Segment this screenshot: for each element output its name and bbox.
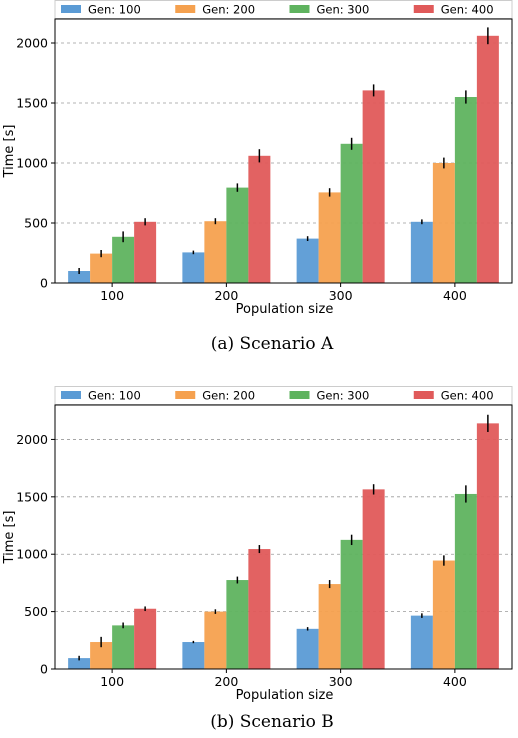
bar-gen-200-pop-200 (204, 221, 227, 283)
bar-gen-300-pop-200 (226, 580, 249, 669)
legend-label: Gen: 400 (441, 389, 494, 403)
bar-gen-300-pop-200 (226, 187, 249, 283)
y-tick-label: 500 (24, 216, 48, 231)
bar-gen-200-pop-300 (318, 192, 341, 283)
legend-label: Gen: 200 (202, 3, 255, 17)
bar-gen-200-pop-100 (90, 642, 113, 669)
bar-gen-400-pop-200 (248, 549, 271, 669)
bar-gen-100-pop-100 (68, 271, 91, 283)
panel-scenario-a: Gen: 100 Gen: 200 Gen: 300 Gen: 40005001000… (2, 0, 513, 317)
bar-gen-100-pop-200 (182, 252, 205, 283)
x-tick-label: 400 (443, 674, 467, 689)
y-tick-label: 1500 (16, 96, 48, 111)
x-axis: 100 200 300 400 (100, 669, 467, 689)
legend-label: Gen: 100 (88, 3, 141, 17)
legend-label: Gen: 300 (317, 3, 370, 17)
x-tick-label: 100 (100, 288, 124, 303)
x-tick-label: 100 (100, 674, 124, 689)
y-tick-label: 2000 (16, 36, 48, 51)
panel-scenario-b: Gen: 100 Gen: 200 Gen: 300 Gen: 40005001000… (2, 386, 513, 703)
bar-gen-400-pop-400 (476, 423, 499, 669)
bar-gen-100-pop-300 (296, 238, 319, 283)
caption-scenario-a: (a) Scenario A (211, 334, 334, 354)
y-tick-label: 1500 (16, 489, 48, 504)
bars (68, 414, 499, 669)
bar-gen-300-pop-300 (340, 143, 363, 283)
y-tick-label: 500 (24, 604, 48, 619)
x-axis-label: Population size (236, 302, 334, 317)
bar-gen-200-pop-400 (432, 560, 455, 669)
x-tick-label: 200 (214, 288, 238, 303)
x-tick-label: 200 (214, 674, 238, 689)
plot-frame (54, 18, 513, 284)
y-axis: 0 500 1000 1500 2000 (16, 36, 55, 291)
bar-gen-100-pop-400 (410, 615, 433, 669)
bar-gen-100-pop-200 (182, 642, 205, 669)
legend-label: Gen: 200 (202, 389, 255, 403)
y-axis-label: Time [s] (2, 125, 17, 179)
bar-gen-300-pop-300 (340, 539, 363, 669)
legend-swatch-gen-300 (289, 5, 310, 13)
y-tick-label: 0 (40, 276, 48, 291)
bar-gen-200-pop-200 (204, 611, 227, 669)
y-tick-label: 1000 (16, 547, 48, 562)
bar-gen-100-pop-300 (296, 628, 319, 669)
x-tick-label: 300 (329, 288, 353, 303)
bar-gen-400-pop-100 (134, 221, 157, 283)
legend-swatch-gen-100 (61, 5, 81, 13)
plot-frame (54, 404, 513, 670)
legend: Gen: 100 Gen: 200 Gen: 300 Gen: 400 (54, 386, 513, 405)
legend-swatch-gen-200 (175, 391, 196, 399)
bar-gen-400-pop-400 (476, 35, 499, 283)
legend-swatch-gen-100 (61, 391, 81, 399)
x-tick-label: 300 (329, 674, 353, 689)
bar-gen-100-pop-100 (68, 658, 91, 669)
y-axis-label: Time [s] (2, 511, 17, 565)
bar-gen-200-pop-400 (432, 163, 455, 283)
bar-gen-300-pop-100 (112, 625, 135, 669)
bar-gen-400-pop-300 (362, 489, 385, 669)
legend-label: Gen: 400 (441, 3, 494, 17)
y-tick-label: 1000 (16, 156, 48, 171)
y-axis: 0 500 1000 1500 2000 (16, 432, 55, 677)
bar-gen-300-pop-100 (112, 236, 135, 283)
legend: Gen: 100 Gen: 200 Gen: 300 Gen: 400 (54, 0, 513, 19)
y-tick-label: 0 (40, 662, 48, 677)
bar-gen-400-pop-200 (248, 155, 271, 283)
legend-label: Gen: 300 (317, 389, 370, 403)
x-axis-label: Population size (236, 688, 334, 703)
legend-swatch-gen-300 (289, 391, 310, 399)
bar-gen-200-pop-300 (318, 584, 341, 669)
bar-gen-300-pop-400 (454, 97, 477, 283)
bar-gen-100-pop-400 (410, 221, 433, 283)
legend-swatch-gen-400 (413, 391, 434, 399)
bar-gen-300-pop-400 (454, 493, 477, 669)
bar-gen-200-pop-100 (90, 253, 113, 283)
legend-swatch-gen-200 (175, 5, 196, 13)
caption-scenario-b: (b) Scenario B (210, 712, 334, 732)
bar-gen-400-pop-100 (134, 608, 157, 669)
legend-label: Gen: 100 (88, 389, 141, 403)
x-tick-label: 400 (443, 288, 467, 303)
x-axis: 100 200 300 400 (100, 283, 467, 303)
bars (68, 27, 499, 284)
legend-swatch-gen-400 (413, 5, 434, 13)
bar-gen-400-pop-300 (362, 90, 385, 284)
y-tick-label: 2000 (16, 432, 48, 447)
